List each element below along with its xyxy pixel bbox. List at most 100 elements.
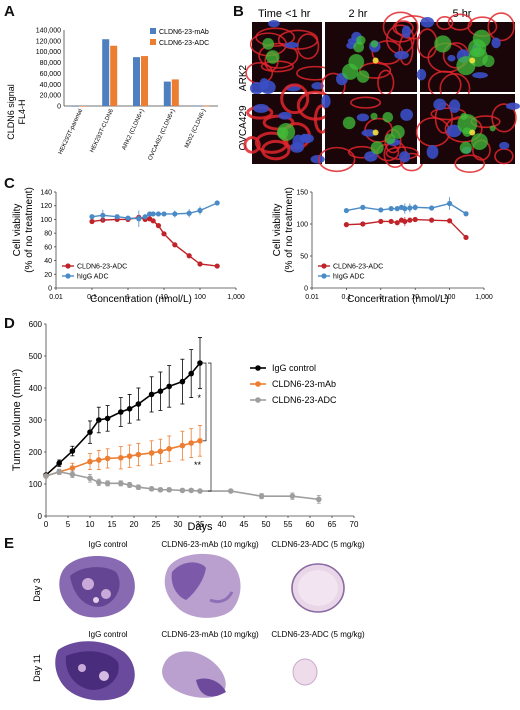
c-right-point-0-3	[388, 218, 394, 225]
panel-d-xtick: 35	[196, 520, 205, 529]
panel-e-histology: IgG control CLDN6-23-mAb (10 mg/kg) CLDN…	[32, 540, 365, 701]
c-left-point-1-9	[161, 211, 167, 217]
panel-d-xtick: 0	[44, 520, 49, 529]
panel-d-ytick: 500	[29, 352, 43, 361]
c-right-ytick: 50	[300, 254, 308, 261]
c-right-point-0-11	[463, 234, 469, 241]
bar-1-3	[171, 79, 179, 106]
panel-d-point-2-18	[316, 496, 322, 503]
panel-d-sig-1: *	[197, 393, 201, 403]
panel-d-point-1-2	[69, 465, 76, 471]
panel-d-point-1-8	[135, 451, 142, 458]
panel-d-point-0-9	[148, 391, 155, 398]
panel-d-point-1-10	[157, 448, 164, 455]
panel-label-d: D	[4, 315, 15, 332]
bar-1-1	[110, 45, 118, 106]
bar-0-1	[102, 39, 110, 106]
panel-label-a: A	[4, 3, 15, 20]
panel-d-xtick: 5	[66, 520, 71, 529]
c-right-ytick: 150	[296, 190, 308, 197]
legend-swatch-1	[150, 39, 156, 45]
c-left-point-1-3	[125, 215, 131, 221]
panel-a-ylabel-1: CLDN6 signal	[6, 84, 16, 140]
panel-d-series-line-2	[45, 471, 319, 501]
panel-d-legend-marker-0	[255, 365, 261, 371]
micrograph-r0-c1	[321, 11, 432, 99]
c-right-point-1-3	[388, 206, 394, 212]
panel-d-legend-label-2: CLDN6-23-ADC	[272, 395, 337, 405]
panel-d-ytick: 100	[29, 480, 43, 489]
c-left-point-1-4	[136, 216, 142, 222]
bar-1-0	[79, 106, 87, 107]
c-left-point-1-1	[100, 212, 106, 218]
panel-a-ytick: 40,000	[40, 82, 62, 89]
panel-d-point-2-12	[179, 487, 186, 494]
micrograph-r1-c2	[415, 94, 520, 173]
panel-a-bar-chart: 0 20,000 40,000 60,000 80,000 100,000 120,000 1…	[36, 28, 218, 161]
panel-d-point-2-16	[258, 493, 265, 499]
panel-b-time-1: Time <1 hr	[258, 8, 311, 20]
panel-d-xtick: 30	[174, 520, 183, 529]
c-right-point-1-0	[343, 207, 349, 214]
section-mab-day11	[162, 651, 226, 698]
panel-d-xtick: 60	[306, 520, 315, 529]
panel-b-row-ovca429: OVCA429	[238, 105, 249, 150]
panel-d-point-0-3	[87, 429, 93, 435]
c-left-legend-label-0: CLDN6-23-ADC	[77, 264, 127, 271]
c-right-point-0-0	[343, 222, 349, 228]
c-left-ytick: 80	[44, 231, 52, 238]
section-adc-day11	[292, 658, 318, 686]
section-igg-day11	[55, 641, 135, 701]
c-right-point-1-8	[412, 204, 418, 210]
panel-label-e: E	[4, 535, 14, 552]
panel-d-point-1-5	[104, 455, 111, 462]
c-right-xtick: 0.1	[342, 294, 352, 301]
panel-e-col-2-bottom: CLDN6-23-mAb (10 mg/kg)	[161, 630, 259, 639]
c-left-xtick: 1,000	[227, 294, 245, 301]
panel-d-point-2-8	[135, 484, 142, 491]
panel-d-point-2-1	[56, 469, 62, 475]
c-right-xtick: 1	[379, 294, 383, 301]
panel-d-ytick: 200	[29, 448, 43, 457]
panel-d-xtick: 50	[262, 520, 271, 529]
panel-d-point-1-3	[87, 458, 93, 465]
panel-c-right-chart: 0 50 100 150 0.01 0.1 1 10 100 1,000 CLDN6-23-ADC h…	[296, 190, 493, 302]
panel-d-xtick: 20	[130, 520, 139, 529]
c-left-point-1-10	[172, 211, 178, 217]
section-adc-day3	[291, 563, 345, 613]
panel-d-xtick: 55	[284, 520, 293, 529]
c-right-point-1-9	[429, 205, 435, 211]
c-right-point-1-7	[407, 205, 413, 211]
c-left-ytick: 100	[40, 217, 52, 224]
panel-d-point-2-13	[188, 487, 194, 494]
c-left-xtick: 10	[160, 294, 168, 301]
panel-e-row-day3: Day 3	[32, 578, 42, 602]
panel-d-point-0-1	[56, 460, 62, 467]
c-left-ytick: 40	[44, 258, 52, 265]
micrograph-r1-c0	[243, 83, 335, 164]
panel-a-ytick: 20,000	[40, 93, 62, 100]
panel-d-ytick: 0	[38, 512, 43, 521]
panel-d-point-2-7	[126, 482, 133, 488]
c-left-ytick: 120	[40, 203, 52, 210]
legend-label-1: CLDN6-23-ADC	[159, 40, 209, 47]
c-right-point-0-4	[394, 220, 400, 226]
c-left-point-0-12	[197, 261, 203, 267]
panel-d-point-2-2	[69, 471, 76, 478]
panel-d-legend-label-1: CLDN6-23-mAb	[272, 379, 336, 389]
bar-0-3	[163, 81, 171, 106]
c-left-point-1-2	[114, 214, 120, 220]
panel-d-point-0-12	[179, 378, 186, 385]
panel-c-left-chart: 0 20 40 60 80 100 120 140 0.01 0.1 1 10 100 1,000 CLDN…	[40, 190, 245, 302]
panel-d-point-2-4	[96, 479, 102, 486]
panel-d-point-0-6	[118, 409, 124, 415]
c-right-ytick: 100	[296, 222, 308, 229]
panel-d-point-0-11	[166, 383, 172, 390]
panel-e-col-3-top: CLDN6-23-ADC (5 mg/kg)	[271, 540, 365, 549]
c-left-point-0-9	[161, 231, 167, 237]
panel-a-ytick: 0	[57, 104, 61, 111]
section-igg-day3	[59, 556, 135, 618]
panel-d-ytick: 300	[29, 416, 43, 425]
panel-e-col-3-bottom: CLDN6-23-ADC (5 mg/kg)	[271, 630, 365, 639]
panel-d-xtick: 15	[108, 520, 117, 529]
